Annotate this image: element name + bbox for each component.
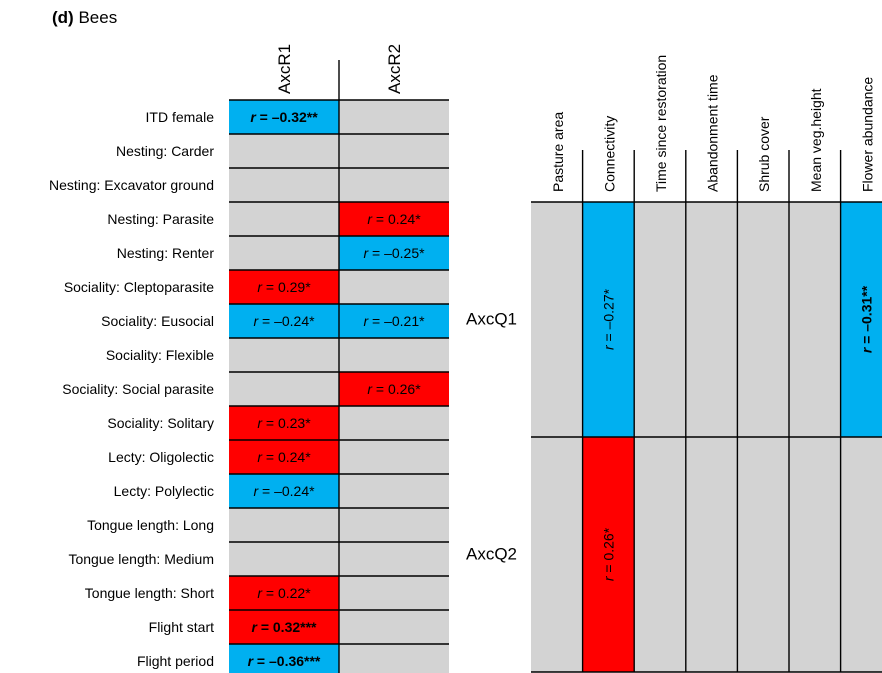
cell-label-lecty-oligolectic-axcr1: r = 0.24* bbox=[257, 449, 311, 465]
panel-letter: (d) bbox=[52, 8, 74, 27]
cell-tongue-length-short-axcr2 bbox=[339, 576, 449, 610]
cell-axcq2-flower-abundance bbox=[840, 437, 882, 672]
row-label-axcq1: AxcQ1 bbox=[466, 310, 517, 329]
row-label-tongue-length-medium: Tongue length: Medium bbox=[68, 551, 214, 567]
cell-sociality-social-parasite-axcr2 bbox=[339, 372, 449, 406]
cell-label-axcq2-connectivity: r = 0.26* bbox=[600, 527, 616, 581]
col-label-axcr2: AxcR2 bbox=[385, 44, 404, 94]
cell-sociality-flexible-axcr2 bbox=[339, 338, 449, 372]
row-label-flight-start: Flight start bbox=[149, 619, 214, 635]
cell-tongue-length-medium-axcr2 bbox=[339, 542, 449, 576]
cell-axcq2-abandonment-time bbox=[685, 437, 738, 672]
cell-label-axcq1-connectivity: r = –0.27* bbox=[600, 288, 616, 350]
cell-lecty-oligolectic-axcr2 bbox=[339, 440, 449, 474]
cell-label-nesting-parasite-axcr2: r = 0.24* bbox=[367, 211, 421, 227]
cell-axcq1-pasture-area bbox=[531, 202, 583, 437]
cell-nesting-excavator-ground-axcr2 bbox=[339, 168, 449, 202]
row-label-nesting-excavator-ground: Nesting: Excavator ground bbox=[49, 177, 214, 193]
cell-nesting-excavator-ground-axcr1 bbox=[229, 168, 339, 202]
cell-lecty-polylectic-axcr2 bbox=[339, 474, 449, 508]
row-label-itd-female: ITD female bbox=[146, 109, 215, 125]
row-label-sociality-eusocial: Sociality: Eusocial bbox=[101, 313, 214, 329]
cell-label-flight-start-axcr1: r = 0.32*** bbox=[251, 619, 317, 635]
cell-axcq2-mean-veg-height bbox=[789, 437, 841, 672]
cell-label-sociality-cleptoparasite-axcr1: r = 0.29* bbox=[257, 279, 311, 295]
col-label-connectivity: Connectivity bbox=[601, 116, 617, 192]
row-label-sociality-flexible: Sociality: Flexible bbox=[106, 347, 214, 363]
row-label-axcq2: AxcQ2 bbox=[466, 545, 517, 564]
cell-axcq1-flower-abundance bbox=[840, 202, 882, 437]
col-label-flower-abundance: Flower abundance bbox=[859, 77, 875, 192]
cell-sociality-cleptoparasite-axcr1 bbox=[229, 270, 339, 304]
cell-axcq1-connectivity bbox=[582, 202, 635, 437]
cell-nesting-parasite-axcr2 bbox=[339, 202, 449, 236]
cell-nesting-carder-axcr2 bbox=[339, 134, 449, 168]
cell-label-sociality-solitary-axcr1: r = 0.23* bbox=[257, 415, 311, 431]
cell-label-sociality-social-parasite-axcr2: r = 0.26* bbox=[367, 381, 421, 397]
cell-tongue-length-short-axcr1 bbox=[229, 576, 339, 610]
row-label-nesting-carder: Nesting: Carder bbox=[116, 143, 214, 159]
cell-axcq1-time-since-restoration bbox=[634, 202, 686, 437]
cell-sociality-cleptoparasite-axcr2 bbox=[339, 270, 449, 304]
cell-sociality-eusocial-axcr1 bbox=[229, 304, 339, 338]
cell-flight-start-axcr1 bbox=[229, 610, 339, 644]
col-label-shrub-cover: Shrub cover bbox=[756, 116, 772, 192]
cell-axcq2-pasture-area bbox=[531, 437, 583, 672]
row-label-lecty-oligolectic: Lecty: Oligolectic bbox=[108, 449, 214, 465]
row-label-flight-period: Flight period bbox=[137, 653, 214, 669]
cell-axcq2-connectivity bbox=[582, 437, 635, 672]
cell-tongue-length-medium-axcr1 bbox=[229, 542, 339, 576]
cell-nesting-parasite-axcr1 bbox=[229, 202, 339, 236]
cell-tongue-length-long-axcr1 bbox=[229, 508, 339, 542]
cell-label-tongue-length-short-axcr1: r = 0.22* bbox=[257, 585, 311, 601]
cell-sociality-eusocial-axcr2 bbox=[339, 304, 449, 338]
cell-sociality-flexible-axcr1 bbox=[229, 338, 339, 372]
cell-label-nesting-renter-axcr2: r = –0.25* bbox=[363, 245, 425, 261]
cell-sociality-solitary-axcr2 bbox=[339, 406, 449, 440]
cell-axcq2-time-since-restoration bbox=[634, 437, 686, 672]
cell-label-itd-female-axcr1: r = –0.32** bbox=[250, 109, 318, 125]
cell-label-axcq1-flower-abundance: r = –0.31** bbox=[858, 285, 874, 353]
cell-itd-female-axcr1 bbox=[229, 100, 339, 134]
row-label-sociality-solitary: Sociality: Solitary bbox=[107, 415, 214, 431]
cell-label-flight-period-axcr1: r = –0.36*** bbox=[248, 653, 321, 669]
cell-nesting-renter-axcr2 bbox=[339, 236, 449, 270]
panel-taxon: Bees bbox=[78, 8, 118, 27]
cell-nesting-carder-axcr1 bbox=[229, 134, 339, 168]
cell-flight-period-axcr1 bbox=[229, 644, 339, 673]
cell-lecty-oligolectic-axcr1 bbox=[229, 440, 339, 474]
row-label-nesting-parasite: Nesting: Parasite bbox=[107, 211, 214, 227]
panel-title: (d) Bees bbox=[52, 8, 117, 28]
cell-itd-female-axcr2 bbox=[339, 100, 449, 134]
cell-flight-period-axcr2 bbox=[339, 644, 449, 673]
cell-axcq1-shrub-cover bbox=[737, 202, 789, 437]
cell-nesting-renter-axcr1 bbox=[229, 236, 339, 270]
cell-axcq2-shrub-cover bbox=[737, 437, 789, 672]
cell-tongue-length-long-axcr2 bbox=[339, 508, 449, 542]
col-label-time-since-restoration: Time since restoration bbox=[653, 55, 669, 192]
col-label-axcr1: AxcR1 bbox=[275, 44, 294, 94]
cell-sociality-solitary-axcr1 bbox=[229, 406, 339, 440]
cell-label-sociality-eusocial-axcr1: r = –0.24* bbox=[253, 313, 315, 329]
cell-lecty-polylectic-axcr1 bbox=[229, 474, 339, 508]
cell-label-sociality-eusocial-axcr2: r = –0.21* bbox=[363, 313, 425, 329]
col-label-pasture-area: Pasture area bbox=[550, 112, 566, 192]
cell-axcq1-mean-veg-height bbox=[789, 202, 841, 437]
cell-label-lecty-polylectic-axcr1: r = –0.24* bbox=[253, 483, 315, 499]
col-label-mean-veg-height: Mean veg.height bbox=[808, 88, 824, 192]
row-label-tongue-length-short: Tongue length: Short bbox=[85, 585, 214, 601]
row-label-tongue-length-long: Tongue length: Long bbox=[87, 517, 214, 533]
cell-sociality-social-parasite-axcr1 bbox=[229, 372, 339, 406]
row-label-lecty-polylectic: Lecty: Polylectic bbox=[114, 483, 214, 499]
row-label-sociality-cleptoparasite: Sociality: Cleptoparasite bbox=[64, 279, 214, 295]
row-label-nesting-renter: Nesting: Renter bbox=[117, 245, 215, 261]
cell-flight-start-axcr2 bbox=[339, 610, 449, 644]
cell-axcq1-abandonment-time bbox=[685, 202, 738, 437]
col-label-abandonment-time: Abandonment time bbox=[705, 74, 721, 192]
row-label-sociality-social-parasite: Sociality: Social parasite bbox=[62, 381, 214, 397]
